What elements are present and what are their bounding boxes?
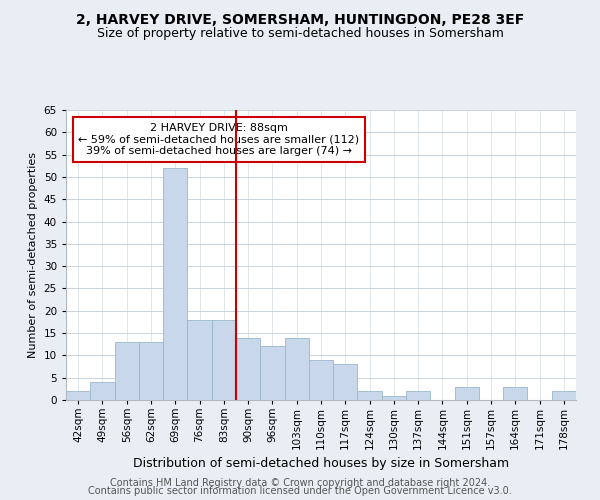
Bar [503, 386, 527, 400]
Text: 2, HARVEY DRIVE, SOMERSHAM, HUNTINGDON, PE28 3EF: 2, HARVEY DRIVE, SOMERSHAM, HUNTINGDON, … [76, 12, 524, 26]
Y-axis label: Number of semi-detached properties: Number of semi-detached properties [28, 152, 38, 358]
Bar [187, 320, 212, 400]
Text: Size of property relative to semi-detached houses in Somersham: Size of property relative to semi-detach… [97, 28, 503, 40]
Bar [66, 391, 90, 400]
Text: 2 HARVEY DRIVE: 88sqm
← 59% of semi-detached houses are smaller (112)
39% of sem: 2 HARVEY DRIVE: 88sqm ← 59% of semi-deta… [79, 123, 359, 156]
Bar [552, 391, 576, 400]
Bar [382, 396, 406, 400]
Bar [163, 168, 187, 400]
Bar [358, 391, 382, 400]
X-axis label: Distribution of semi-detached houses by size in Somersham: Distribution of semi-detached houses by … [133, 458, 509, 470]
Bar [90, 382, 115, 400]
Bar [212, 320, 236, 400]
Bar [260, 346, 284, 400]
Bar [236, 338, 260, 400]
Text: Contains public sector information licensed under the Open Government Licence v3: Contains public sector information licen… [88, 486, 512, 496]
Bar [455, 386, 479, 400]
Text: Contains HM Land Registry data © Crown copyright and database right 2024.: Contains HM Land Registry data © Crown c… [110, 478, 490, 488]
Bar [115, 342, 139, 400]
Bar [309, 360, 333, 400]
Bar [284, 338, 309, 400]
Bar [139, 342, 163, 400]
Bar [333, 364, 358, 400]
Bar [406, 391, 430, 400]
